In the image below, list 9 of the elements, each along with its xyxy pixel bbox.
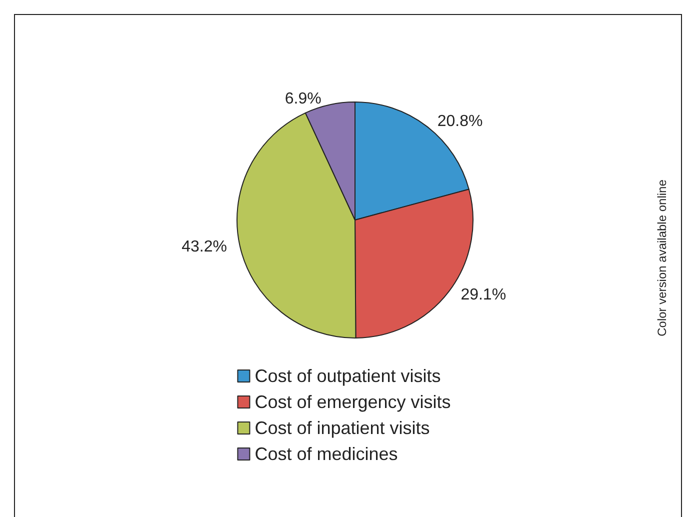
legend-label: Cost of outpatient visits bbox=[254, 366, 441, 386]
data-label: 43.2% bbox=[182, 238, 227, 256]
data-label: 20.8% bbox=[437, 113, 483, 130]
legend-label: Cost of inpatient visits bbox=[254, 418, 430, 438]
legend-label: Cost of medicines bbox=[254, 444, 398, 464]
data-label: 29.1% bbox=[460, 286, 506, 304]
legend-label: Cost of emergency visits bbox=[254, 392, 451, 412]
text: Color version available online bbox=[655, 180, 669, 336]
data-label: 6.9% bbox=[284, 90, 322, 108]
